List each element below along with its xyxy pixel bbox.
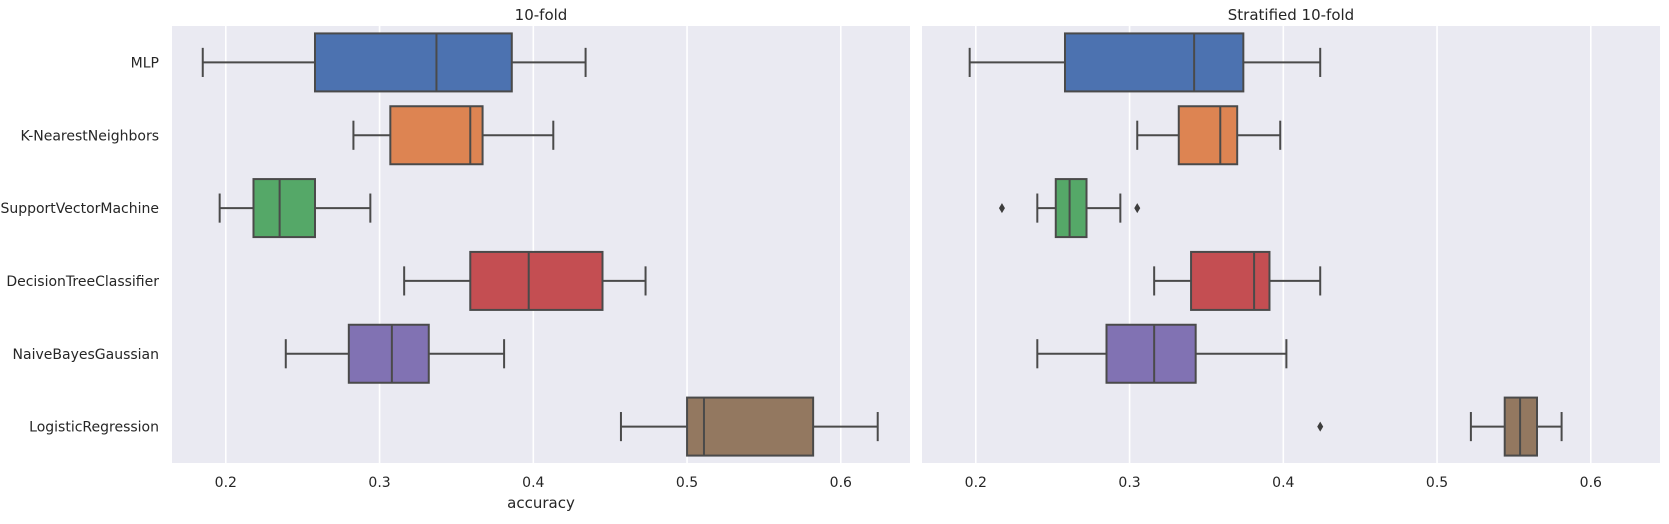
outlier-point — [1317, 421, 1324, 432]
x-tick-label: 0.6 — [830, 475, 852, 491]
iqr-box — [252, 178, 316, 239]
x-tick-label: 0.4 — [522, 475, 544, 491]
box-supportvectormachine — [998, 178, 1141, 239]
iqr-box — [686, 396, 815, 457]
outlier-point — [998, 203, 1005, 214]
x-tick-label: 0.3 — [1118, 475, 1140, 491]
iqr-box — [1063, 32, 1245, 93]
x-tick-label: 0.5 — [1426, 475, 1448, 491]
iqr-box — [1190, 250, 1271, 311]
plot-background — [922, 26, 1660, 463]
x-tick-label: 0.6 — [1580, 475, 1602, 491]
iqr-box — [469, 250, 604, 311]
panel-1: 0.2 0.3 0.4 0.5 0.6 10-fold accuracy MLP K-Neare… — [0, 6, 910, 512]
y-tick-label: LogisticRegression — [29, 420, 159, 436]
x-tick-label: 0.4 — [1272, 475, 1294, 491]
plot-background — [172, 26, 910, 463]
iqr-box — [313, 32, 513, 93]
x-axis-label: accuracy — [507, 494, 575, 512]
iqr-box — [389, 105, 484, 166]
x-tick-label: 0.3 — [368, 475, 390, 491]
box-supportvectormachine — [218, 178, 372, 239]
y-tick-label: DecisionTreeClassifier — [6, 274, 159, 290]
x-tick-label: 0.2 — [215, 475, 237, 491]
iqr-box — [347, 323, 430, 384]
iqr-box — [1105, 323, 1197, 384]
box-k-nearestneighbors — [1136, 105, 1282, 166]
box-naivebayesgaussian — [1036, 323, 1288, 384]
box-decisiontreeclassifier — [1153, 250, 1322, 311]
x-tick-label: 0.2 — [965, 475, 987, 491]
box-mlp — [968, 32, 1322, 93]
box-k-nearestneighbors — [352, 105, 555, 166]
panel-title: Stratified 10-fold — [1228, 6, 1354, 24]
box-logisticregression — [619, 396, 879, 457]
box-logisticregression — [1317, 396, 1563, 457]
panel-2: 0.2 0.3 0.4 0.5 0.6 Stratified 10-fold — [922, 6, 1660, 491]
y-tick-label: NaiveBayesGaussian — [13, 347, 159, 363]
box-mlp — [201, 32, 587, 93]
y-tick-label: MLP — [131, 55, 159, 71]
y-tick-label: SupportVectorMachine — [0, 201, 159, 217]
iqr-box — [1177, 105, 1239, 166]
y-tick-label: K-NearestNeighbors — [20, 128, 159, 144]
iqr-box — [1054, 178, 1088, 239]
x-tick-label: 0.5 — [676, 475, 698, 491]
outlier-point — [1134, 203, 1141, 214]
box-decisiontreeclassifier — [403, 250, 647, 311]
box-naivebayesgaussian — [284, 323, 506, 384]
panel-title: 10-fold — [515, 6, 568, 24]
